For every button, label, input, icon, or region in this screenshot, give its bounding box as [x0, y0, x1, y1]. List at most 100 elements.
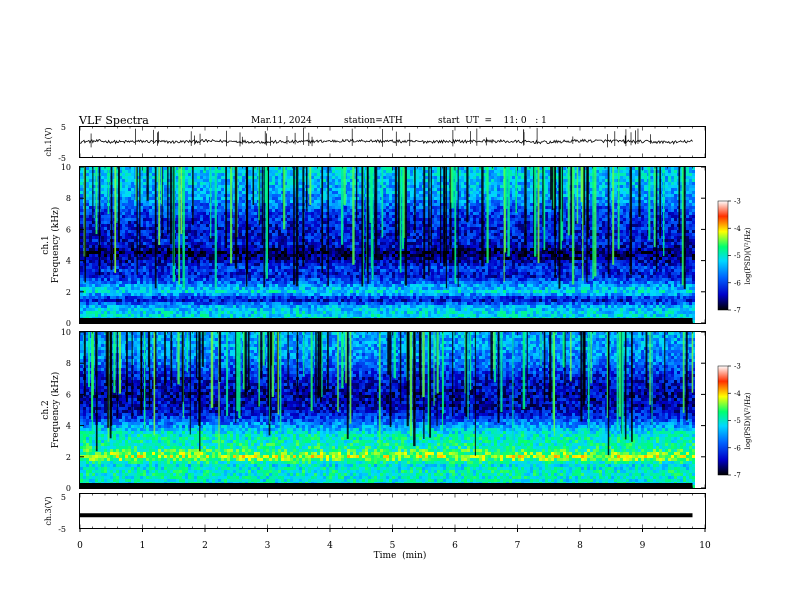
spectrogram-cell: [458, 206, 461, 209]
spectrogram-cell: [176, 215, 179, 218]
spectrogram-cell: [269, 200, 272, 203]
spectrogram-cell: [86, 230, 89, 233]
spectrogram-cell: [197, 215, 200, 218]
spectrogram-cell: [473, 200, 476, 203]
spectrogram-cell: [431, 185, 434, 188]
spectrogram-cell: [392, 224, 395, 227]
spectrogram-cell: [269, 176, 272, 179]
spectrogram-cell: [242, 179, 245, 182]
spectrogram-cell: [689, 209, 692, 212]
spectrogram-cell: [317, 233, 320, 236]
spectrogram-cell: [605, 221, 608, 224]
spectrogram-cell: [518, 206, 521, 209]
spectrogram-cell: [686, 191, 689, 194]
spectrogram-cell: [134, 170, 137, 173]
spectrogram-cell: [227, 206, 230, 209]
spectrogram-cell: [272, 215, 275, 218]
spectrogram-cell: [590, 167, 593, 170]
spectrogram-cell: [461, 188, 464, 191]
spectrogram-cell: [254, 179, 257, 182]
spectrogram-cell: [464, 185, 467, 188]
spectrogram-cell: [203, 218, 206, 221]
spectrogram-cell: [410, 200, 413, 203]
spectrogram-cell: [650, 191, 653, 194]
spectrogram-cell: [212, 185, 215, 188]
spectrogram-cell: [563, 212, 566, 215]
spectrogram-cell: [197, 230, 200, 233]
spectrogram-cell: [641, 221, 644, 224]
spectrogram-cell: [299, 233, 302, 236]
spectrogram-cell: [101, 209, 104, 212]
spectrogram-cell: [656, 170, 659, 173]
spectrogram-cell: [686, 212, 689, 215]
spectrogram-cell: [476, 167, 479, 170]
spectrogram-cell: [539, 188, 542, 191]
spectrogram-cell: [116, 215, 119, 218]
spectrogram-cell: [620, 179, 623, 182]
spectrogram-cell: [545, 215, 548, 218]
spectrogram-cell: [425, 215, 428, 218]
spectrogram-cell: [197, 200, 200, 203]
spectrogram-cell: [80, 236, 83, 239]
spectrogram-cell: [455, 221, 458, 224]
spectrogram-cell: [494, 206, 497, 209]
spectrogram-cell: [527, 230, 530, 233]
spectrogram-cell: [386, 227, 389, 230]
spectrogram-cell: [671, 197, 674, 200]
spectrogram-cell: [623, 197, 626, 200]
spectrogram-cell: [656, 230, 659, 233]
spectrogram-cell: [494, 191, 497, 194]
spectrogram-cell: [599, 209, 602, 212]
spectrogram-cell: [383, 230, 386, 233]
spectrogram-cell: [203, 212, 206, 215]
spectrogram-cell: [125, 200, 128, 203]
spectrogram-cell: [536, 212, 539, 215]
spectrogram-cell: [680, 197, 683, 200]
spectrogram-cell: [275, 212, 278, 215]
spectrogram-cell: [152, 233, 155, 236]
spectrogram-cell: [239, 203, 242, 206]
spectrogram-cell: [212, 176, 215, 179]
spectrogram-cell: [596, 212, 599, 215]
spectrogram-cell: [689, 206, 692, 209]
spectrogram-cell: [551, 212, 554, 215]
spectrogram-cell: [200, 212, 203, 215]
spectrogram-cell: [545, 230, 548, 233]
spectrogram-cell: [188, 179, 191, 182]
spectrogram-cell: [86, 179, 89, 182]
spectrogram-cell: [644, 167, 647, 170]
spectrogram-cell: [590, 182, 593, 185]
spectrogram-cell: [140, 167, 143, 170]
spectrogram-cell: [134, 188, 137, 191]
spectrogram-cell: [218, 173, 221, 176]
spectrogram-cell: [671, 212, 674, 215]
spectrogram-cell: [386, 209, 389, 212]
spectrogram-cell: [212, 203, 215, 206]
spectrogram-cell: [383, 176, 386, 179]
spectrogram-cell: [137, 206, 140, 209]
spectrogram-cell: [284, 227, 287, 230]
spectrogram-cell: [410, 176, 413, 179]
spectrogram-cell: [548, 224, 551, 227]
spectrogram-cell: [203, 227, 206, 230]
spectrogram-cell: [623, 167, 626, 170]
spectrogram-cell: [200, 185, 203, 188]
spectrogram-cell: [425, 173, 428, 176]
spectrogram-cell: [500, 167, 503, 170]
spectrogram-cell: [392, 218, 395, 221]
spectrogram-cell: [632, 179, 635, 182]
spectrogram-cell: [239, 179, 242, 182]
spectrogram-cell: [479, 194, 482, 197]
spectrogram-cell: [254, 212, 257, 215]
spectrogram-cell: [290, 197, 293, 200]
spectrogram-cell: [116, 236, 119, 239]
spectrogram-cell: [518, 197, 521, 200]
spectrogram-cell: [323, 188, 326, 191]
spectrogram-cell: [602, 188, 605, 191]
spectrogram-cell: [518, 173, 521, 176]
spectrogram-cell: [281, 173, 284, 176]
spectrogram-cell: [416, 194, 419, 197]
spectrogram-cell: [494, 197, 497, 200]
spectrogram-cell: [626, 170, 629, 173]
spectrogram-cell: [488, 233, 491, 236]
